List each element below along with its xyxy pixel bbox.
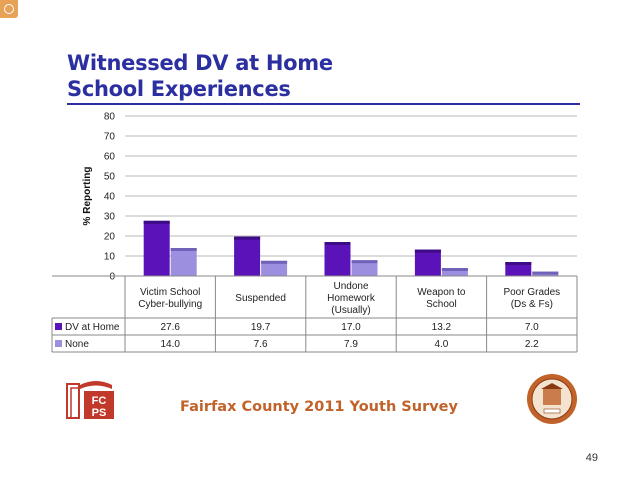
bar-dv-at-home (143, 220, 170, 276)
corner-app-icon (0, 0, 18, 18)
x-category-label: Cyber-bullying (138, 299, 202, 310)
bar-none (170, 248, 197, 276)
x-category-label: (Usually) (331, 305, 370, 316)
bar-dv-at-home (324, 242, 351, 276)
y-tick-label: 40 (104, 192, 116, 203)
data-label: 14.0 (160, 339, 180, 350)
legend-label: None (65, 339, 89, 350)
y-tick-label: 10 (104, 252, 116, 263)
svg-text:FC: FC (92, 395, 107, 407)
bar-dv-at-home (234, 236, 261, 276)
bar-top-edge (505, 262, 532, 265)
y-tick-label: 50 (104, 172, 116, 183)
data-label: 2.2 (525, 339, 539, 350)
svg-text:PS: PS (92, 407, 107, 419)
legend-label: DV at Home (65, 322, 120, 333)
bar-top-edge (234, 236, 261, 240)
legend-swatch (55, 340, 62, 347)
x-category-label: Suspended (235, 293, 286, 304)
data-label: 13.2 (432, 322, 452, 333)
data-label: 7.9 (344, 339, 358, 350)
y-tick-label: 20 (104, 232, 116, 243)
bar-top-edge (441, 268, 468, 271)
data-label: 7.6 (254, 339, 268, 350)
title-line-1: Witnessed DV at Home (67, 51, 333, 75)
x-category-label: (Ds & Fs) (511, 299, 553, 310)
y-tick-label: 80 (104, 112, 116, 123)
bar-none (351, 260, 378, 276)
slide-title: Witnessed DV at Home School Experiences (67, 50, 333, 102)
bar-top-edge (324, 242, 351, 245)
title-line-2: School Experiences (67, 77, 291, 101)
fcps-logo: FC PS (66, 375, 120, 421)
y-tick-label: 0 (109, 272, 115, 283)
title-underline (67, 103, 580, 105)
bar-dv-at-home (414, 249, 441, 276)
fairfax-county-seal (526, 373, 578, 425)
page-number: 49 (585, 452, 598, 464)
x-category-label: Victim School (140, 287, 200, 298)
data-label: 4.0 (434, 339, 448, 350)
y-tick-label: 30 (104, 212, 116, 223)
x-category-label: Undone (333, 281, 368, 292)
bar-top-edge (351, 260, 378, 264)
y-tick-label: 70 (104, 132, 116, 143)
legend-swatch (55, 323, 62, 330)
x-category-label: School (426, 299, 457, 310)
data-label: 19.7 (251, 322, 271, 333)
bar-none (261, 260, 288, 276)
bar-top-edge (170, 248, 197, 251)
data-label: 7.0 (525, 322, 539, 333)
bar-top-edge (532, 271, 559, 275)
bar-none (441, 268, 468, 276)
bar-top-edge (261, 260, 288, 264)
x-category-label: Weapon to (417, 287, 466, 298)
bar-top-edge (414, 249, 441, 253)
data-label: 17.0 (341, 322, 361, 333)
x-category-label: Poor Grades (503, 287, 560, 298)
bar-dv-at-home (505, 262, 532, 276)
data-label: 27.6 (160, 322, 180, 333)
y-axis-label: % Reporting (82, 167, 93, 226)
x-category-label: Homework (327, 293, 376, 304)
survey-caption: Fairfax County 2011 Youth Survey (180, 399, 458, 415)
bar-top-edge (143, 220, 170, 224)
y-tick-label: 60 (104, 152, 116, 163)
